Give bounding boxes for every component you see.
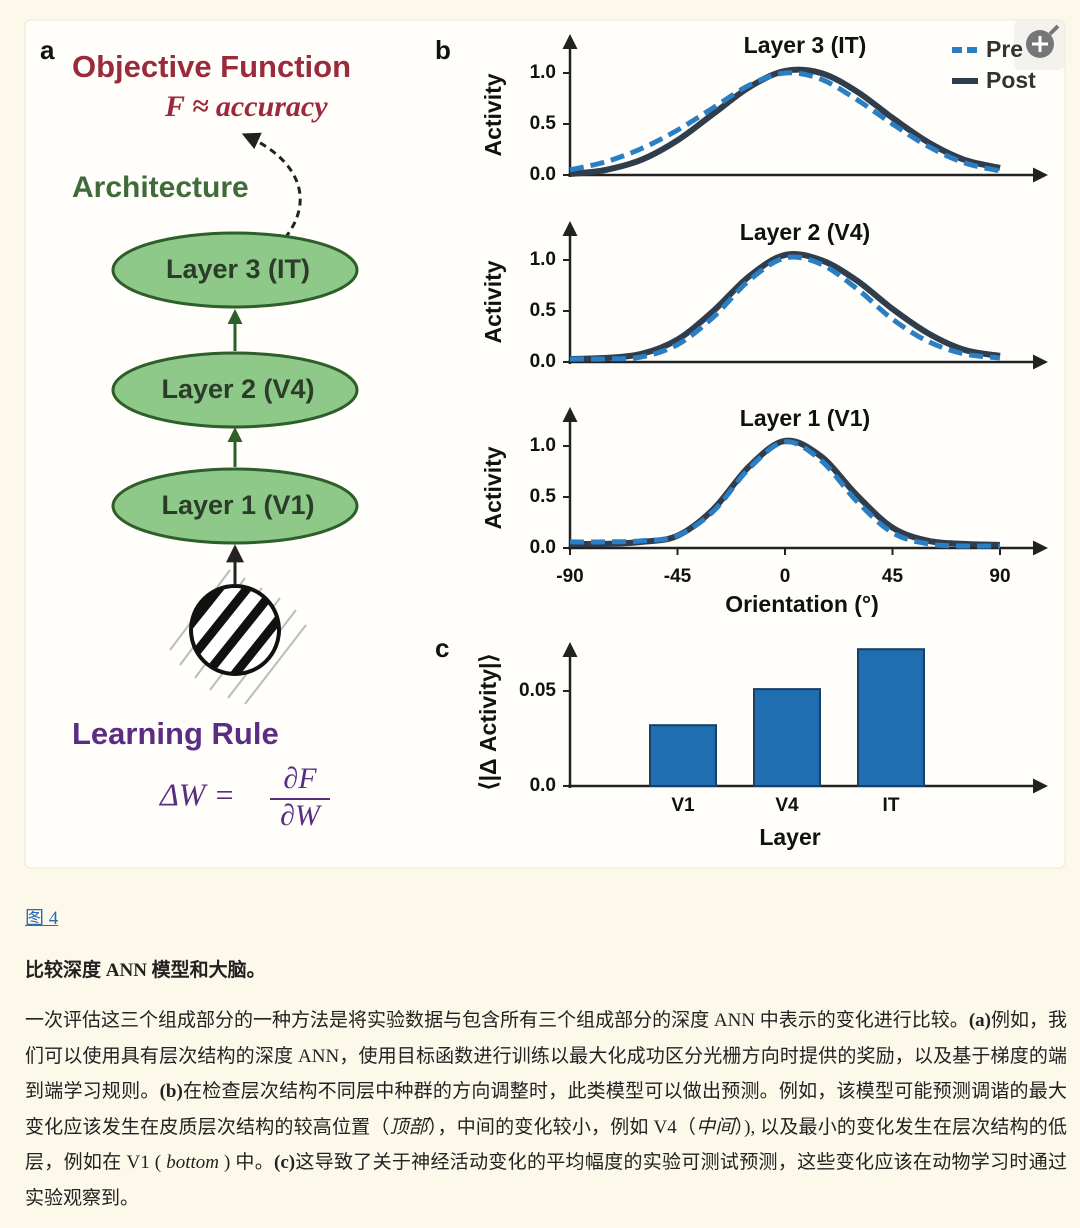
- legend-label: Pre: [986, 36, 1023, 62]
- chart-title: Layer 3 (IT): [744, 32, 867, 58]
- layer-label: Layer 3 (IT): [166, 254, 310, 284]
- caption-text: 在检查层次结构不同层中种群的方向调整时，此类模型可以做出预测。例如，该模型可能预…: [25, 1081, 1067, 1138]
- caption-text: (a): [968, 1010, 991, 1031]
- x-tick-label: V1: [671, 795, 695, 816]
- y-tick-label: 0.0: [530, 164, 556, 185]
- bar: [753, 688, 821, 787]
- objective-formula: F ≈ accuracy: [164, 90, 328, 123]
- caption-text: 一次评估这三个组成部分的一种方法是将实验数据与包含所有三个组成部分的深度 ANN…: [25, 1010, 969, 1031]
- y-tick-label: 0.0: [530, 537, 556, 558]
- caption-title: 比较深度 ANN 模型和大脑。: [25, 960, 266, 981]
- architecture-title: Architecture: [72, 171, 249, 204]
- zoom-button[interactable]: [1014, 20, 1065, 70]
- y-axis-label: ⟨|Δ Activity|⟩: [475, 654, 501, 791]
- caption-paragraph: 一次评估这三个组成部分的一种方法是将实验数据与包含所有三个组成部分的深度 ANN…: [25, 1003, 1067, 1217]
- caption-text: bottom: [161, 1152, 225, 1174]
- y-axis-label: Activity: [480, 73, 506, 156]
- layer-label: Layer 1 (V1): [161, 490, 314, 520]
- series-line: [569, 254, 1001, 362]
- caption-text: 中间: [696, 1116, 735, 1138]
- figure-frame: [24, 19, 1066, 869]
- learning-formula: ΔW = ∂F ∂W: [158, 762, 330, 832]
- layer-node: [111, 467, 359, 545]
- chart-title: Layer 1 (V1): [740, 405, 870, 431]
- caption-text: 例如，我们可以使用具有层次结构的深度 ANN，使用目标函数进行训练以最大化成功区…: [25, 1010, 1067, 1103]
- y-tick-label: 1.0: [530, 62, 556, 83]
- layer-node: [111, 231, 359, 309]
- y-axis-label: Activity: [480, 260, 506, 343]
- caption-link-row: 图 4: [25, 903, 1067, 930]
- legend-label: Post: [986, 67, 1036, 93]
- figure-link[interactable]: 图 4: [25, 908, 59, 929]
- x-axis-label: Orientation (°): [725, 591, 879, 617]
- panel-label: b: [435, 35, 451, 65]
- y-axis-label: Activity: [480, 446, 506, 529]
- y-tick-label: 0.0: [530, 775, 556, 796]
- y-tick-label: 1.0: [530, 249, 556, 270]
- caption-text: (c): [274, 1152, 296, 1174]
- caption-text: ）), 以及最小的变化发生在层次结构的低层，例如在 V1 (: [25, 1116, 1067, 1174]
- x-tick-label: IT: [883, 795, 900, 816]
- y-tick-label: 1.0: [530, 435, 556, 456]
- caption-text: ），中间的变化较小，例如 V4（: [427, 1116, 697, 1138]
- objective-title: Objective Function: [72, 49, 351, 84]
- x-tick-label: -90: [556, 566, 583, 587]
- series-line: [569, 250, 1001, 362]
- y-tick-label: 0.5: [530, 300, 557, 321]
- x-tick-label: 0: [780, 566, 791, 587]
- caption-text: (b): [159, 1081, 183, 1103]
- caption-text: ) 中。: [224, 1152, 274, 1174]
- objective-arrow: [241, 132, 302, 239]
- caption-text: 这导致了关于神经活动变化的平均幅度的实验可测试预测，这些变化应该在动物学习时通过…: [25, 1152, 1067, 1209]
- layer-label: Layer 2 (V4): [161, 374, 314, 404]
- figure: a Objective Function F ≈ accuracy Archit…: [24, 19, 1066, 869]
- series-line: [569, 70, 1001, 174]
- formula-denominator: ∂W: [280, 799, 323, 832]
- formula-numerator: ∂F: [283, 762, 317, 795]
- series-line: [569, 439, 1001, 549]
- learning-title: Learning Rule: [72, 716, 279, 751]
- x-axis-label: Layer: [759, 824, 820, 850]
- bar: [857, 648, 925, 788]
- formula-lhs: ΔW =: [158, 776, 235, 812]
- chart-title: Layer 2 (V4): [740, 219, 870, 245]
- x-tick-label: V4: [775, 795, 799, 816]
- bar: [649, 724, 717, 788]
- x-tick-label: 45: [882, 566, 904, 587]
- y-tick-label: 0.5: [530, 486, 557, 507]
- y-tick-label: 0.0: [530, 351, 556, 372]
- caption-text: 顶部: [389, 1116, 428, 1138]
- x-tick-label: 90: [989, 566, 1010, 587]
- y-tick-label: 0.5: [530, 113, 557, 134]
- x-tick-label: -45: [664, 566, 692, 587]
- panel-label: c: [435, 633, 449, 663]
- y-tick-label: 0.05: [519, 680, 556, 701]
- panel-label: a: [40, 35, 55, 65]
- layer-stack: Layer 3 (IT) Layer 2 (V4) Layer 1 (V1): [111, 231, 359, 584]
